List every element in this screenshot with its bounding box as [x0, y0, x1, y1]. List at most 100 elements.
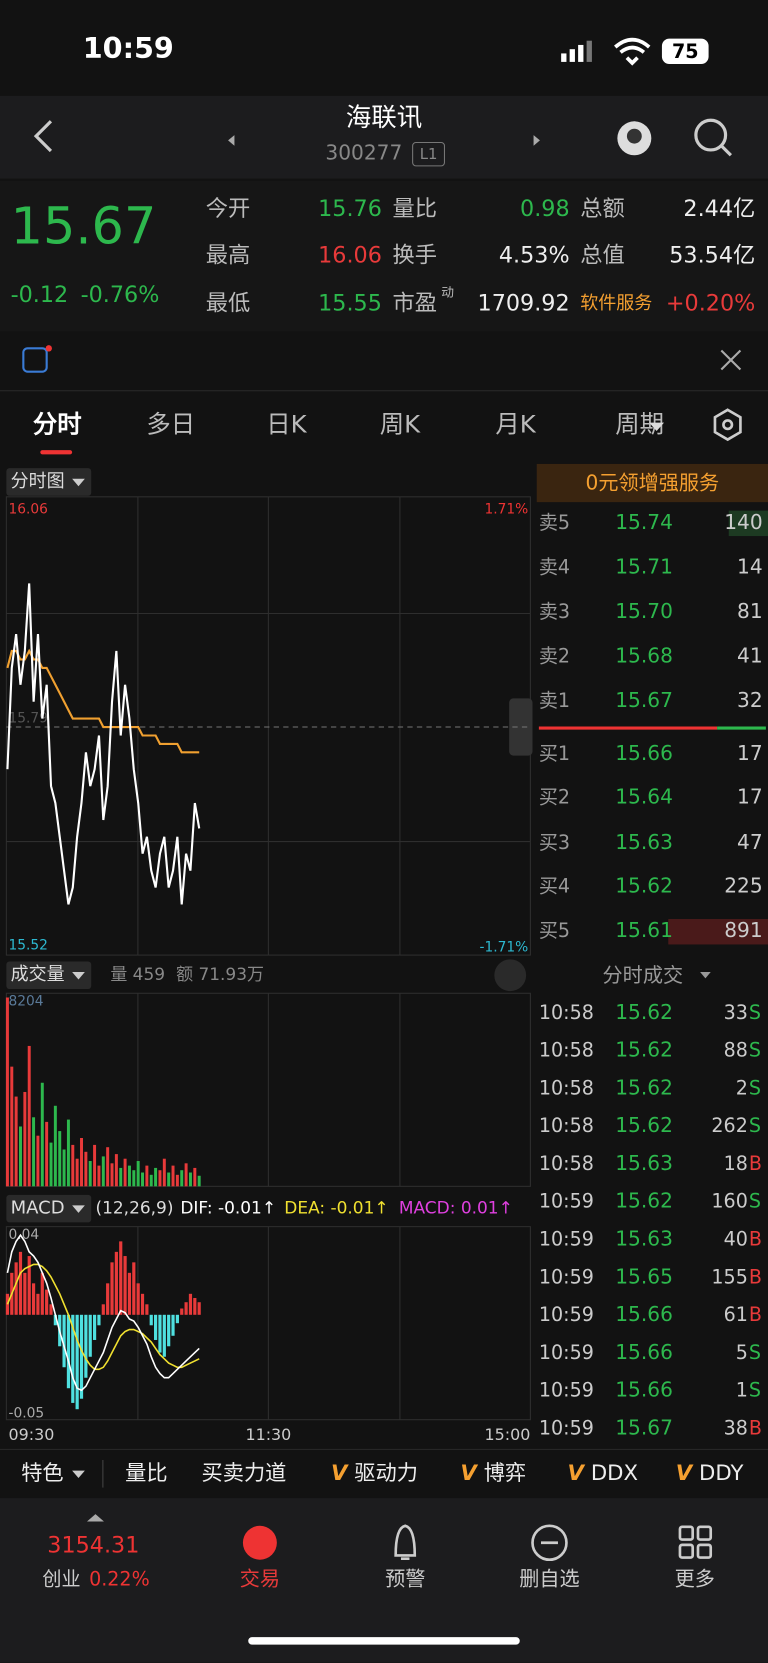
macd-bar [197, 1302, 201, 1315]
book-side: 买5 [539, 919, 570, 942]
trade-volume: 40 [724, 1228, 748, 1251]
volume-bar [162, 1158, 166, 1187]
expand-handle[interactable] [509, 698, 533, 756]
toolbar-item[interactable]: 特色 [21, 1461, 63, 1486]
volume-bar [62, 1149, 66, 1187]
battery [661, 38, 709, 65]
volume-bar [114, 1154, 118, 1187]
level-text: L1 [420, 145, 438, 163]
home-indicator [248, 1637, 520, 1645]
book-price: 15.66 [615, 741, 673, 765]
book-price: 15.71 [615, 554, 673, 578]
trade-price: 15.62 [615, 1038, 673, 1062]
volume-bar [5, 997, 9, 1187]
price-change-pct: -0.76% [81, 282, 160, 308]
volume-label[interactable]: 成交量 [11, 964, 65, 985]
signal-icon [561, 40, 592, 62]
settings-icon[interactable] [713, 408, 742, 442]
macd-bar [106, 1283, 110, 1315]
book-volume: 140 [724, 510, 762, 534]
field-value: 1709.92 [478, 290, 570, 316]
quote-panel [0, 180, 768, 332]
trade-price: 15.63 [615, 1227, 673, 1251]
tab[interactable]: 周K [380, 410, 421, 439]
tab[interactable]: 多日 [146, 410, 195, 439]
volume-bar [84, 1151, 88, 1187]
alert-icon[interactable] [22, 347, 48, 373]
nav-item[interactable]: 删自选 [519, 1566, 579, 1590]
remove-icon[interactable] [531, 1524, 568, 1562]
toolbar-item[interactable]: 博弈 [484, 1461, 526, 1486]
prev-stock[interactable] [228, 135, 235, 146]
trade-volume: 1 [736, 1379, 748, 1402]
book-volume: 32 [737, 688, 763, 712]
selector-box[interactable] [6, 1194, 92, 1223]
macd-bar [154, 1314, 158, 1340]
nav-item[interactable]: 预警 [385, 1566, 425, 1590]
book-price: 15.62 [615, 874, 673, 898]
selector-box[interactable] [6, 961, 92, 990]
volume-bar [141, 1172, 145, 1187]
volume-bar [23, 1091, 27, 1187]
next-stock[interactable] [533, 135, 540, 146]
expand-arrow[interactable] [86, 1514, 104, 1522]
macd-bar [114, 1251, 118, 1315]
macd-bar [36, 1293, 40, 1315]
toolbar-item[interactable]: 量比 [125, 1461, 167, 1486]
volume-bar [193, 1167, 197, 1187]
close-button[interactable] [720, 349, 742, 371]
field-label: 量比 [392, 196, 437, 222]
tab[interactable]: 分时 [33, 410, 82, 439]
index-name[interactable]: 创业 [42, 1567, 80, 1590]
book-side: 买4 [539, 875, 570, 898]
trade-time: 10:58 [539, 1152, 594, 1175]
dropdown-arrow [72, 478, 85, 487]
toolbar-item[interactable]: DDY [699, 1461, 743, 1486]
volume-bar [32, 1117, 36, 1187]
field-label: 市盈 [392, 290, 437, 316]
x-tick-label: 09:30 [8, 1425, 54, 1444]
trade-volume: 38 [724, 1416, 748, 1439]
volume-highlight [728, 510, 768, 537]
macd-label[interactable]: MACD [11, 1198, 65, 1219]
volume-bar [88, 1161, 92, 1187]
more-icon[interactable] [678, 1525, 713, 1559]
promo-text[interactable]: 0元领增强服务 [586, 471, 720, 495]
macd-value-label: MACD: 0.01↑ [399, 1199, 513, 1219]
toolbar-item[interactable]: 买卖力道 [202, 1461, 287, 1486]
search-icon[interactable] [694, 118, 728, 152]
field-value: +0.20% [666, 290, 755, 316]
field-value: 16.06 [318, 243, 382, 269]
trade-icon[interactable] [242, 1525, 277, 1560]
volume-bar [71, 1144, 75, 1187]
nav-item[interactable]: 更多 [675, 1566, 715, 1590]
y-tick-label: 0.04 [8, 1227, 39, 1243]
index-value[interactable]: 3154.31 [47, 1532, 139, 1558]
book-side: 卖1 [539, 689, 570, 712]
macd-bar [92, 1314, 97, 1340]
promo-banner[interactable] [536, 463, 768, 503]
selector-box[interactable] [6, 468, 92, 496]
toolbar-item[interactable]: 驱动力 [354, 1461, 418, 1486]
alert-nav-icon[interactable] [394, 1524, 417, 1560]
x-tick-label: 11:30 [245, 1425, 291, 1444]
y-tick-label: 15.79 [8, 711, 47, 727]
tab[interactable]: 月K [495, 410, 536, 439]
macd-bar [162, 1314, 166, 1357]
dea-label: DEA: -0.01↑ [284, 1199, 388, 1219]
trades-title[interactable]: 分时成交 [603, 963, 684, 987]
toolbar-item[interactable]: DDX [591, 1461, 638, 1486]
volume-bar [27, 1045, 31, 1187]
trade-volume: 33 [724, 1001, 748, 1024]
fullscreen-button[interactable] [494, 959, 527, 992]
macd-bar [101, 1304, 105, 1315]
back-button[interactable] [33, 120, 53, 153]
volume-bar [45, 1121, 49, 1187]
chart-selector[interactable]: 分时图 [11, 471, 65, 492]
trade-price: 15.62 [615, 1000, 673, 1024]
tab[interactable]: 日K [266, 410, 307, 439]
index-pct[interactable]: 0.22% [89, 1567, 150, 1590]
macd-bar [88, 1314, 92, 1357]
nav-item[interactable]: 交易 [240, 1566, 280, 1590]
